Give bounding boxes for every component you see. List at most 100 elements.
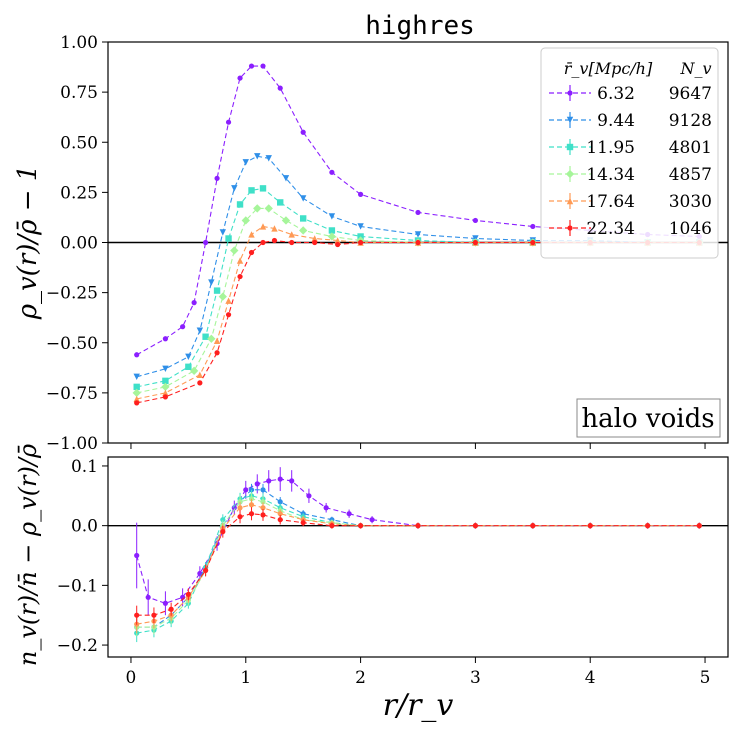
bottom-point-22.34 [472,523,479,529]
bottom-point-22.34 [357,523,364,529]
top-point-22.34 [162,394,169,400]
legend-marker-11.95 [566,143,574,151]
legend-radius-6.32: 6.32 [597,84,635,104]
top-point-17.64 [271,225,278,232]
top-point-17.64 [334,237,341,244]
top-point-14.34 [132,388,141,398]
top-point-22.34 [260,239,266,246]
bottom-point-22.34 [237,514,243,520]
bottom-ytick-label: 0.0 [71,517,98,537]
top-point-14.34 [281,216,291,225]
top-point-22.34 [335,241,341,248]
bottom-point-22.34 [202,567,209,574]
legend-header-radius: r̄_v[Mpc/h] [564,59,653,78]
bottom-point-6.32 [145,594,151,600]
top-series-line-9.44 [136,155,700,378]
top-point-17.64 [311,235,318,242]
top-point-9.44 [357,223,364,230]
top-point-14.34 [230,246,239,255]
bottom-point-6.32 [162,600,169,606]
bottom-series-line-9.44 [136,489,700,628]
top-point-6.32 [162,336,169,342]
top-point-6.32 [248,63,255,69]
top-ytick-label: 1.00 [60,33,98,53]
legend-radius-14.34: 14.34 [586,165,635,185]
bottom-point-6.32 [134,552,140,559]
legend-marker-22.34 [567,225,573,231]
top-point-9.44 [328,213,336,220]
top-point-6.32 [260,63,266,69]
top-point-22.34 [271,237,278,244]
bottom-point-6.32 [254,481,260,487]
top-point-6.32 [202,239,209,246]
bottom-series-line-6.32 [136,478,700,604]
bottom-point-22.34 [151,612,157,618]
top-point-14.34 [241,216,250,225]
top-point-17.64 [225,297,232,304]
top-point-22.34 [312,239,318,246]
legend: r̄_v[Mpc/h] N_v 6.32 9647 9.44 9128 11.95 480… [540,47,719,259]
top-point-9.44 [242,159,249,166]
legend-radius-11.95: 11.95 [586,138,635,158]
bottom-panel-plot [108,467,728,643]
top-point-9.44 [133,373,140,381]
top-point-9.44 [219,229,227,236]
annotation-halo-voids: halo voids [581,404,714,434]
top-point-6.32 [329,169,335,175]
top-point-17.64 [259,223,267,230]
top-point-11.95 [162,377,169,385]
bottom-xtick-label: 1 [240,668,251,688]
top-point-14.34 [264,204,273,213]
top-point-6.32 [225,119,232,125]
bottom-point-6.32 [277,476,283,482]
top-point-22.34 [357,239,364,246]
bottom-point-22.34 [248,511,255,517]
bottom-point-17.64 [248,502,255,508]
top-point-14.34 [253,204,262,213]
top-point-9.44 [185,353,192,360]
legend-count-17.64: 3030 [669,192,712,212]
bottom-series-line-11.95 [136,495,700,634]
legend-count-11.95: 4801 [669,138,712,158]
legend-header-count: N_v [679,59,711,78]
top-point-6.32 [530,223,536,230]
bottom-point-6.32 [369,517,375,523]
bottom-panel-axes: −0.2 −0.1 0.0 0.1 0 1 2 3 4 5 [57,457,711,688]
top-point-11.95 [248,187,255,194]
bottom-point-17.64 [277,511,283,517]
top-point-17.64 [196,371,204,379]
top-point-6.32 [191,300,197,306]
bottom-point-6.32 [306,493,312,499]
bottom-point-9.44 [277,499,283,505]
top-point-6.32 [180,324,186,330]
bottom-point-22.34 [300,520,306,526]
top-ytick-label: −0.25 [46,284,98,304]
top-point-9.44 [299,195,307,202]
top-point-22.34 [134,400,140,406]
top-point-17.64 [162,389,169,397]
top-ytick-label: 0.25 [60,183,98,203]
top-point-6.32 [300,129,306,135]
top-y-axis-label: ρ_v(r)/ρ̄ − 1 [13,165,43,321]
bottom-panel-frame [107,456,729,658]
bottom-point-22.34 [185,591,191,597]
top-ytick-label: 0.75 [60,83,98,103]
bottom-point-22.34 [415,523,421,529]
legend-count-22.34: 1046 [669,219,712,239]
bottom-xtick-label: 2 [355,668,366,688]
top-series-line-6.32 [136,65,700,356]
top-point-6.32 [237,75,243,81]
top-ytick-label: −1.00 [46,434,98,454]
top-series-line-22.34 [136,239,700,404]
bottom-point-6.32 [243,487,249,493]
legend-count-6.32: 9647 [669,84,712,104]
legend-marker-9.44 [566,116,574,124]
bottom-point-22.34 [260,512,266,518]
bottom-point-22.34 [645,523,651,529]
legend-marker-6.32 [567,90,573,96]
top-point-17.64 [236,257,244,264]
top-point-11.95 [185,363,192,371]
bottom-point-22.34 [168,606,174,612]
top-point-22.34 [472,239,479,246]
